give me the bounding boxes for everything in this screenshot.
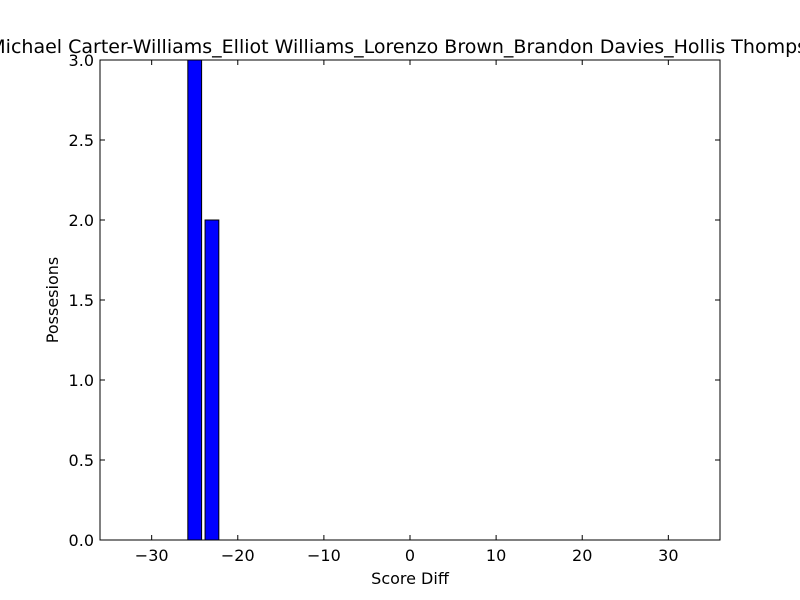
x-axis-label: Score Diff xyxy=(371,569,450,588)
x-tick-label-5: 20 xyxy=(572,546,592,565)
bar-1 xyxy=(205,220,219,540)
bar-0 xyxy=(188,60,202,540)
y-tick-label-3: 1.5 xyxy=(69,291,94,310)
y-tick-label-5: 2.5 xyxy=(69,131,94,150)
x-tick-label-2: −10 xyxy=(307,546,341,565)
ticks-layer: −30 −20 −10 0 10 20 30 0.0 0.5 1.0 1.5 2.0 2.5 3.0 xyxy=(69,51,720,565)
x-tick-label-1: −20 xyxy=(221,546,255,565)
bars-layer xyxy=(188,60,219,540)
y-tick-label-6: 3.0 xyxy=(69,51,94,70)
x-tick-label-4: 10 xyxy=(486,546,506,565)
x-tick-label-6: 30 xyxy=(658,546,678,565)
y-tick-label-0: 0.0 xyxy=(69,531,94,550)
y-tick-label-1: 0.5 xyxy=(69,451,94,470)
y-tick-label-4: 2.0 xyxy=(69,211,94,230)
x-tick-label-0: −30 xyxy=(135,546,169,565)
y-axis-label: Possesions xyxy=(43,257,62,343)
chart-title: Michael Carter-Williams_Elliot Williams_… xyxy=(0,36,800,58)
x-tick-label-3: 0 xyxy=(405,546,415,565)
y-tick-label-2: 1.0 xyxy=(69,371,94,390)
